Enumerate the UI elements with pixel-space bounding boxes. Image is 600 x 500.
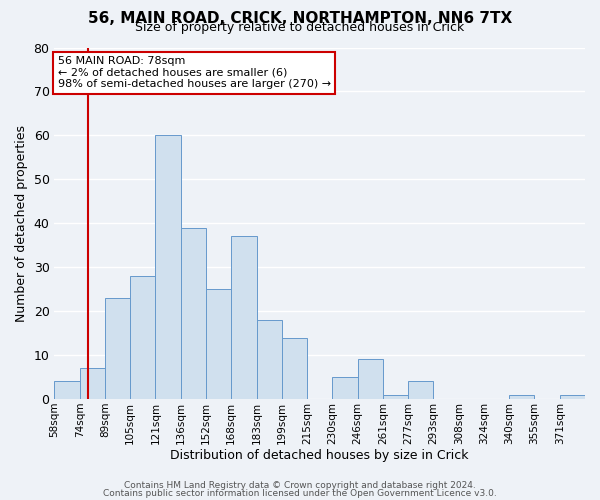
Bar	[332, 377, 358, 399]
Bar	[181, 228, 206, 399]
Text: 56, MAIN ROAD, CRICK, NORTHAMPTON, NN6 7TX: 56, MAIN ROAD, CRICK, NORTHAMPTON, NN6 7…	[88, 11, 512, 26]
Bar	[130, 276, 155, 399]
Bar	[55, 382, 80, 399]
Text: 56 MAIN ROAD: 78sqm
← 2% of detached houses are smaller (6)
98% of semi-detached: 56 MAIN ROAD: 78sqm ← 2% of detached hou…	[58, 56, 331, 90]
Bar	[408, 382, 433, 399]
Bar	[206, 289, 231, 399]
Bar	[80, 368, 105, 399]
Text: Size of property relative to detached houses in Crick: Size of property relative to detached ho…	[136, 21, 464, 34]
Bar	[358, 360, 383, 399]
Bar	[231, 236, 257, 399]
Bar	[383, 394, 408, 399]
Bar	[105, 298, 130, 399]
Bar	[560, 394, 585, 399]
X-axis label: Distribution of detached houses by size in Crick: Distribution of detached houses by size …	[170, 450, 469, 462]
Bar	[257, 320, 282, 399]
Bar	[155, 136, 181, 399]
Text: Contains public sector information licensed under the Open Government Licence v3: Contains public sector information licen…	[103, 488, 497, 498]
Bar	[282, 338, 307, 399]
Bar	[509, 394, 535, 399]
Y-axis label: Number of detached properties: Number of detached properties	[15, 125, 28, 322]
Text: Contains HM Land Registry data © Crown copyright and database right 2024.: Contains HM Land Registry data © Crown c…	[124, 481, 476, 490]
